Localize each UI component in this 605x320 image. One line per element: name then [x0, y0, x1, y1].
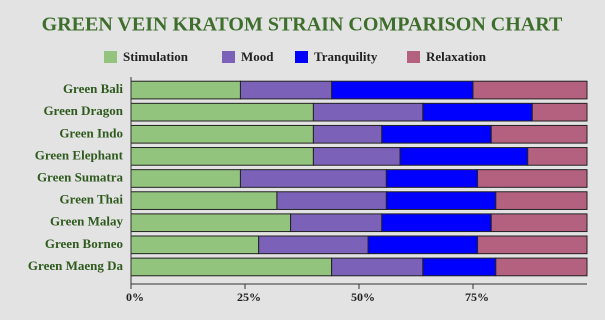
y-tick-label: Green Maeng Da	[28, 258, 124, 273]
bar-segment	[130, 191, 278, 210]
bar-segment	[490, 124, 588, 144]
bar-segment	[367, 235, 479, 255]
bar-segment	[312, 102, 424, 122]
bar-segment	[312, 124, 383, 144]
bar-segment	[276, 191, 387, 210]
bar-segment	[331, 257, 424, 277]
bar-segment	[130, 169, 241, 188]
x-tick-label: 50%	[351, 290, 375, 304]
bar-segment	[477, 169, 588, 188]
bar-segment	[331, 80, 474, 100]
bar-segment	[130, 257, 333, 277]
bar-segment	[477, 235, 588, 255]
bar-segment	[472, 80, 588, 100]
bar-segment	[490, 213, 588, 233]
y-tick-label: Green Thai	[60, 192, 124, 207]
legend-label: Tranquility	[314, 49, 378, 64]
bar-segment	[130, 213, 292, 233]
legend-label: Stimulation	[123, 49, 189, 64]
bar-segment	[385, 191, 497, 210]
bar-segment	[239, 169, 387, 188]
y-tick-label: Green Sumatra	[37, 169, 124, 184]
bar-segment	[130, 147, 314, 166]
bar-segment	[130, 124, 314, 144]
x-tick-label: 0%	[126, 290, 144, 304]
bar-segment	[130, 102, 314, 122]
y-tick-label: Green Dragon	[43, 103, 123, 118]
y-tick-label: Green Indo	[59, 125, 123, 140]
bar-segment	[527, 147, 588, 166]
legend-label: Relaxation	[426, 49, 487, 64]
bar-segment	[258, 235, 369, 255]
legend-label: Mood	[241, 49, 274, 64]
y-tick-label: Green Elephant	[35, 147, 124, 162]
x-tick-label: 25%	[237, 290, 261, 304]
bar-segment	[312, 147, 401, 166]
y-tick-label: Green Bali	[63, 81, 123, 96]
bar-segment	[399, 147, 529, 166]
bar-segment	[381, 124, 492, 144]
bar-segment	[531, 102, 588, 122]
y-tick-label: Green Malay	[50, 214, 124, 229]
y-tick-label: Green Borneo	[45, 236, 123, 251]
legend-swatch	[407, 51, 420, 63]
legend-swatch	[222, 51, 235, 63]
bar-segment	[495, 191, 588, 210]
legend-swatch	[104, 51, 117, 63]
bar-segment	[130, 80, 241, 100]
bar-segment	[381, 213, 492, 233]
bar-segment	[385, 169, 479, 188]
chart-title: GREEN VEIN KRATOM STRAIN COMPARISON CHAR…	[42, 14, 563, 36]
bar-segment	[239, 80, 333, 100]
bar-segment	[495, 257, 588, 277]
bar-segment	[290, 213, 383, 233]
bar-segment	[422, 102, 533, 122]
x-tick-label: 75%	[465, 290, 489, 304]
bar-segment	[422, 257, 497, 277]
legend-swatch	[295, 51, 308, 63]
bar-segment	[130, 235, 260, 255]
